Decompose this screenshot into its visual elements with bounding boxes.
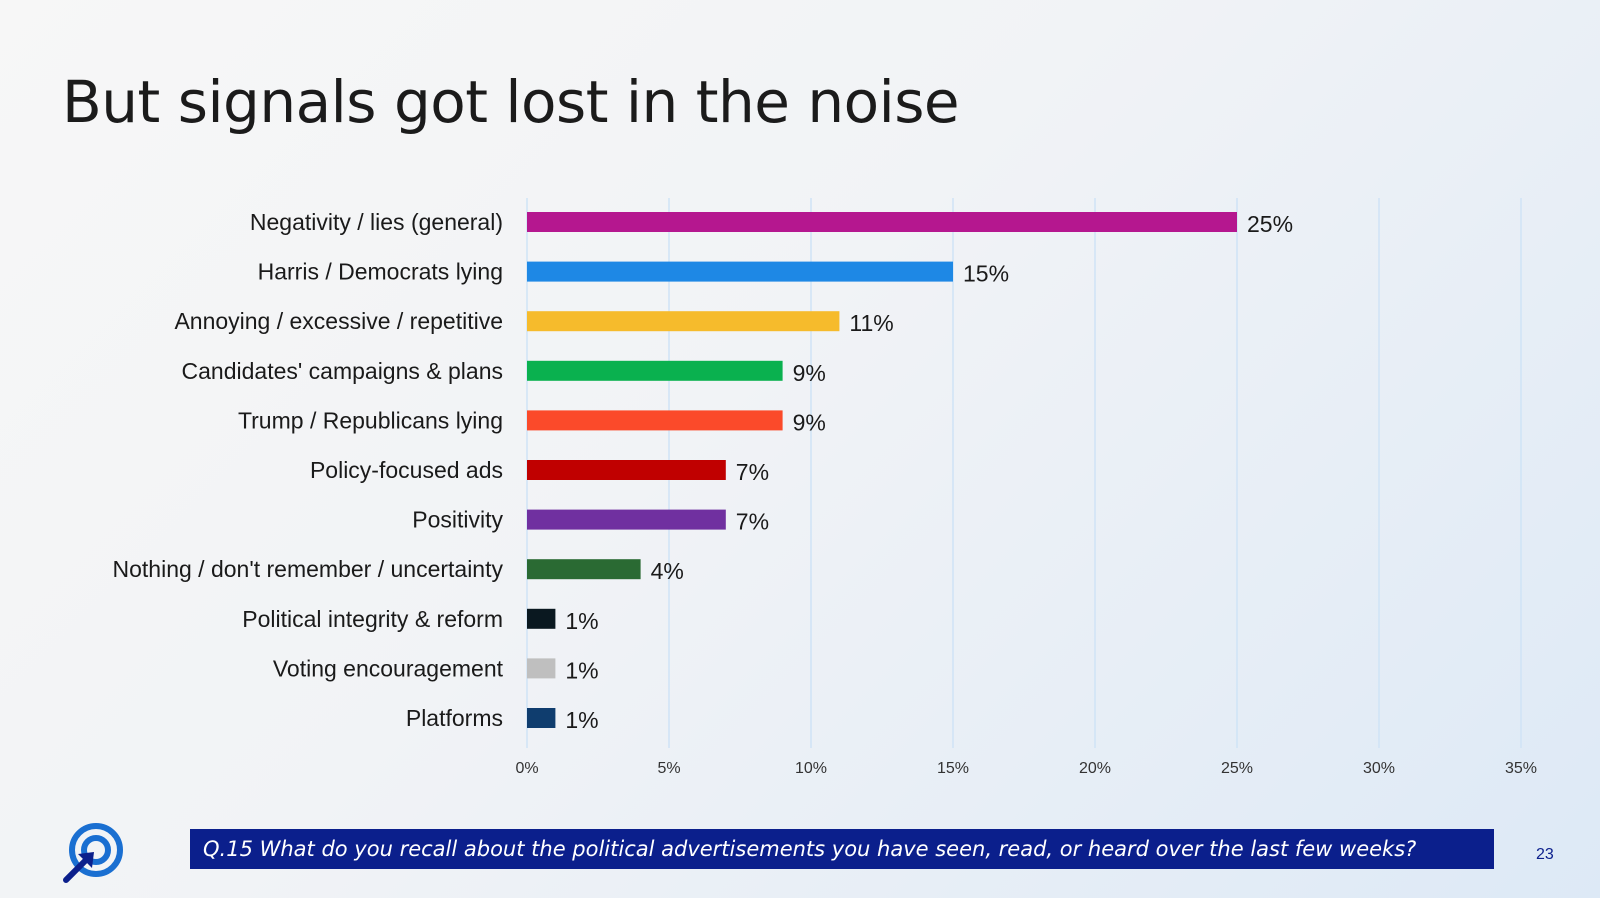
question-banner: Q.15 What do you recall about the politi… (190, 829, 1494, 869)
bar (527, 658, 556, 679)
slide-title: But signals got lost in the noise (62, 68, 960, 136)
bar (527, 559, 641, 580)
bar (527, 460, 726, 480)
value-label: 15% (963, 261, 1009, 287)
value-label: 7% (736, 509, 769, 535)
bar (527, 212, 1237, 232)
category-label: Political integrity & reform (242, 606, 503, 632)
x-tick-label: 35% (1505, 760, 1537, 777)
target-arrow-logo-icon (60, 822, 124, 886)
bar (527, 261, 953, 282)
bar (527, 708, 556, 728)
bar (527, 608, 556, 629)
bar (527, 311, 840, 332)
x-tick-label: 10% (795, 760, 827, 777)
bar-chart: Negativity / lies (general) Harris / Demo… (113, 198, 1537, 777)
category-label: Positivity (412, 507, 503, 533)
chart-bars (527, 212, 1237, 728)
value-label: 9% (793, 409, 826, 435)
category-label: Annoying / excessive / repetitive (174, 308, 503, 334)
value-label: 7% (736, 459, 769, 485)
x-tick-label: 20% (1079, 760, 1111, 777)
category-label: Voting encouragement (273, 655, 504, 681)
value-label: 1% (565, 608, 598, 634)
chart-value-labels: 25% 15% 11% 9% 9% 7% 7% 4% 1% 1% 1% (565, 211, 1293, 733)
category-label: Policy-focused ads (310, 457, 503, 483)
bar (527, 410, 783, 431)
category-label: Harris / Democrats lying (258, 259, 503, 285)
x-tick-label: 15% (937, 760, 969, 777)
x-tick-label: 0% (515, 760, 538, 777)
value-label: 1% (565, 657, 598, 683)
value-label: 4% (651, 558, 684, 584)
category-label: Negativity / lies (general) (250, 209, 503, 235)
chart-x-axis: 0% 5% 10% 15% 20% 25% 30% 35% (515, 760, 1537, 777)
category-label: Nothing / don't remember / uncertainty (113, 556, 504, 582)
bar (527, 509, 726, 530)
category-label: Trump / Republicans lying (238, 407, 503, 433)
value-label: 9% (793, 360, 826, 386)
x-tick-label: 30% (1363, 760, 1395, 777)
bar (527, 360, 783, 381)
x-tick-label: 25% (1221, 760, 1253, 777)
page-number: 23 (1536, 846, 1554, 863)
category-label: Platforms (406, 705, 503, 731)
value-label: 25% (1247, 211, 1293, 237)
chart-category-labels: Negativity / lies (general) Harris / Demo… (113, 209, 504, 731)
x-tick-label: 5% (657, 760, 680, 777)
value-label: 1% (565, 707, 598, 733)
value-label: 11% (849, 310, 893, 336)
category-label: Candidates' campaigns & plans (182, 358, 503, 384)
